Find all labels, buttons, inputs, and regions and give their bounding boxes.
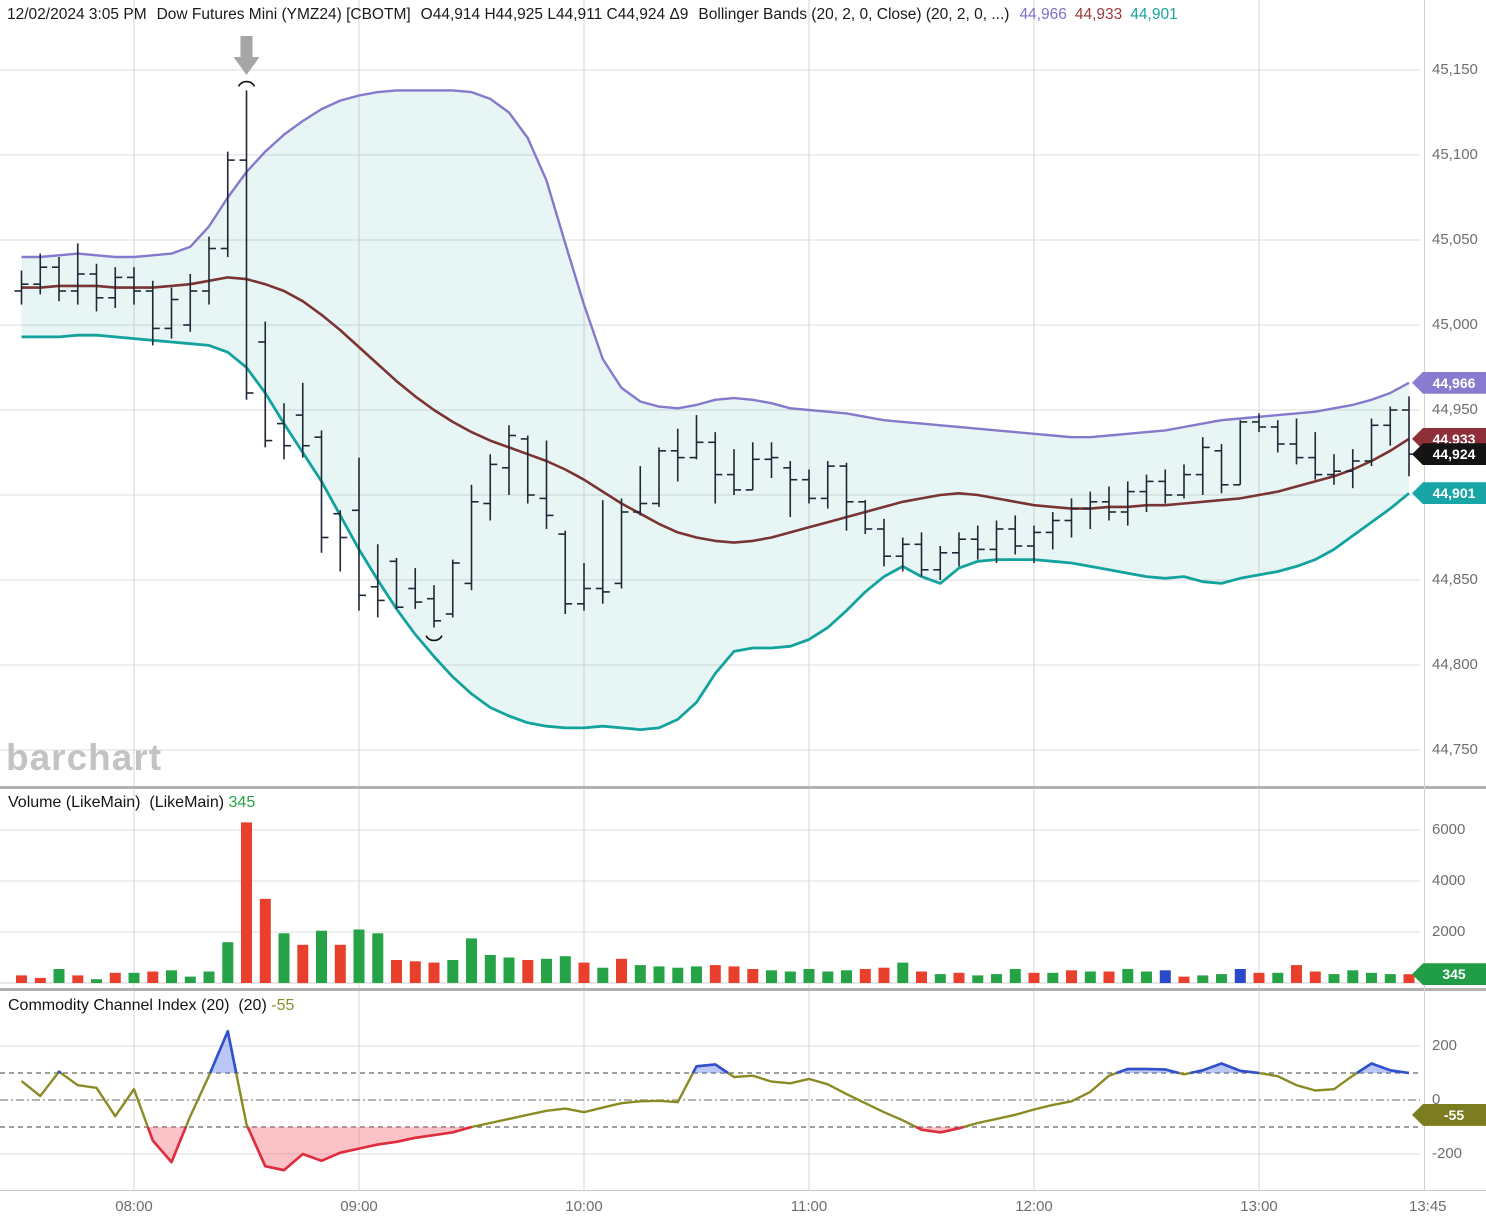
cci-overbought-line [56,1070,62,1075]
volume-axis-tick: 4000 [1432,872,1466,889]
price-axis-tick: 45,150 [1432,61,1478,78]
cci-oversold-fill [916,1127,964,1133]
cci-panel-separator[interactable] [0,988,1486,991]
cci-axis-tick: -200 [1432,1145,1463,1162]
cci-oversold-line [915,1125,965,1134]
title-datetime: 12/02/2024 3:05 PM [7,6,147,23]
price-axis-tick: 44,950 [1432,401,1478,418]
time-axis-tick: 12:00 [1015,1198,1053,1215]
cci-oversold-fill [247,1127,472,1171]
volume-panel-separator[interactable] [0,786,1486,789]
cci-overbought-line [1190,1062,1260,1075]
title-bb-lower-value: 44,901 [1130,6,1178,23]
cci-oversold-line [146,1126,188,1164]
barchart-logo: barchart [6,737,163,778]
title-study: Bollinger Bands (20, 2, 0, Close) (20, 2… [698,6,1010,23]
price-bars [14,90,1416,628]
bollinger-lower-line [21,333,1410,731]
cci-overbought-line [208,1029,238,1074]
bollinger-fill [21,90,1409,730]
bollinger-middle-line [21,276,1410,544]
volume-axis-tick: 6000 [1432,821,1466,838]
time-axis-tick: 13:00 [1240,1198,1278,1215]
price-axis-tick: 45,050 [1432,231,1478,248]
last-price-tag: 44,924 [1412,443,1486,466]
cci-study-name: Commodity Channel Index (20) (20) [8,997,267,1014]
cci-oversold-fill [147,1127,186,1163]
cci-axis-tick: 200 [1432,1037,1458,1054]
time-axis-tick: 10:00 [565,1198,603,1215]
chart-title-bar: 12/02/2024 3:05 PM Dow Futures Mini (YMZ2… [7,6,1178,24]
cci-overbought-fill [1190,1063,1259,1073]
bollinger-lower-price-tag: 44,901 [1412,482,1486,505]
cci-panel-label: Commodity Channel Index (20) (20) -55 [8,997,294,1015]
grid-lines [0,0,1420,1190]
cci-threshold-lines [0,1072,1420,1128]
title-bb-upper-value: 44,966 [1019,6,1067,23]
cci-oversold-line [246,1125,472,1172]
time-axis-tick: 11:00 [790,1198,828,1215]
time-axis-tick: 13:45 [1408,1198,1447,1215]
arc-under-icon [425,635,443,642]
title-ohlc-values: O44,914 H44,925 L44,911 C44,924 Δ9 [420,6,689,23]
cci-overbought-line [1356,1062,1410,1075]
arc-over-icon [237,80,256,87]
cci-overbought-line [1116,1067,1180,1075]
volume-bars [16,822,1415,984]
time-axis-tick: 09:00 [340,1198,378,1215]
bollinger-upper-line [21,89,1410,439]
price-axis-tick: 44,850 [1432,571,1478,588]
price-axis-tick: 44,800 [1432,656,1478,673]
volume-axis-tick: 2000 [1432,923,1466,940]
price-axis-tick: 45,100 [1432,146,1478,163]
price-axis-tick: 45,000 [1432,316,1478,333]
time-axis-tick: 08:00 [115,1198,153,1215]
volume-current-tag: 345 [1412,963,1486,986]
price-axis-tick: 44,750 [1432,741,1478,758]
cci-overbought-line [691,1063,729,1075]
volume-panel-label: Volume (LikeMain) (LikeMain) 345 [8,794,255,812]
down-arrow-icon [233,36,260,75]
cci-current-value: -55 [271,997,295,1014]
volume-study-name: Volume (LikeMain) (LikeMain) [8,794,225,811]
volume-current-value: 345 [228,794,256,811]
title-symbol: Dow Futures Mini (YMZ24) [CBOTM] [156,6,411,23]
bollinger-upper-price-tag: 44,966 [1412,371,1486,394]
title-bb-middle-value: 44,933 [1074,6,1123,23]
cci-axis-tick: 0 [1432,1091,1441,1108]
cci-current-tag: -55 [1412,1103,1486,1126]
